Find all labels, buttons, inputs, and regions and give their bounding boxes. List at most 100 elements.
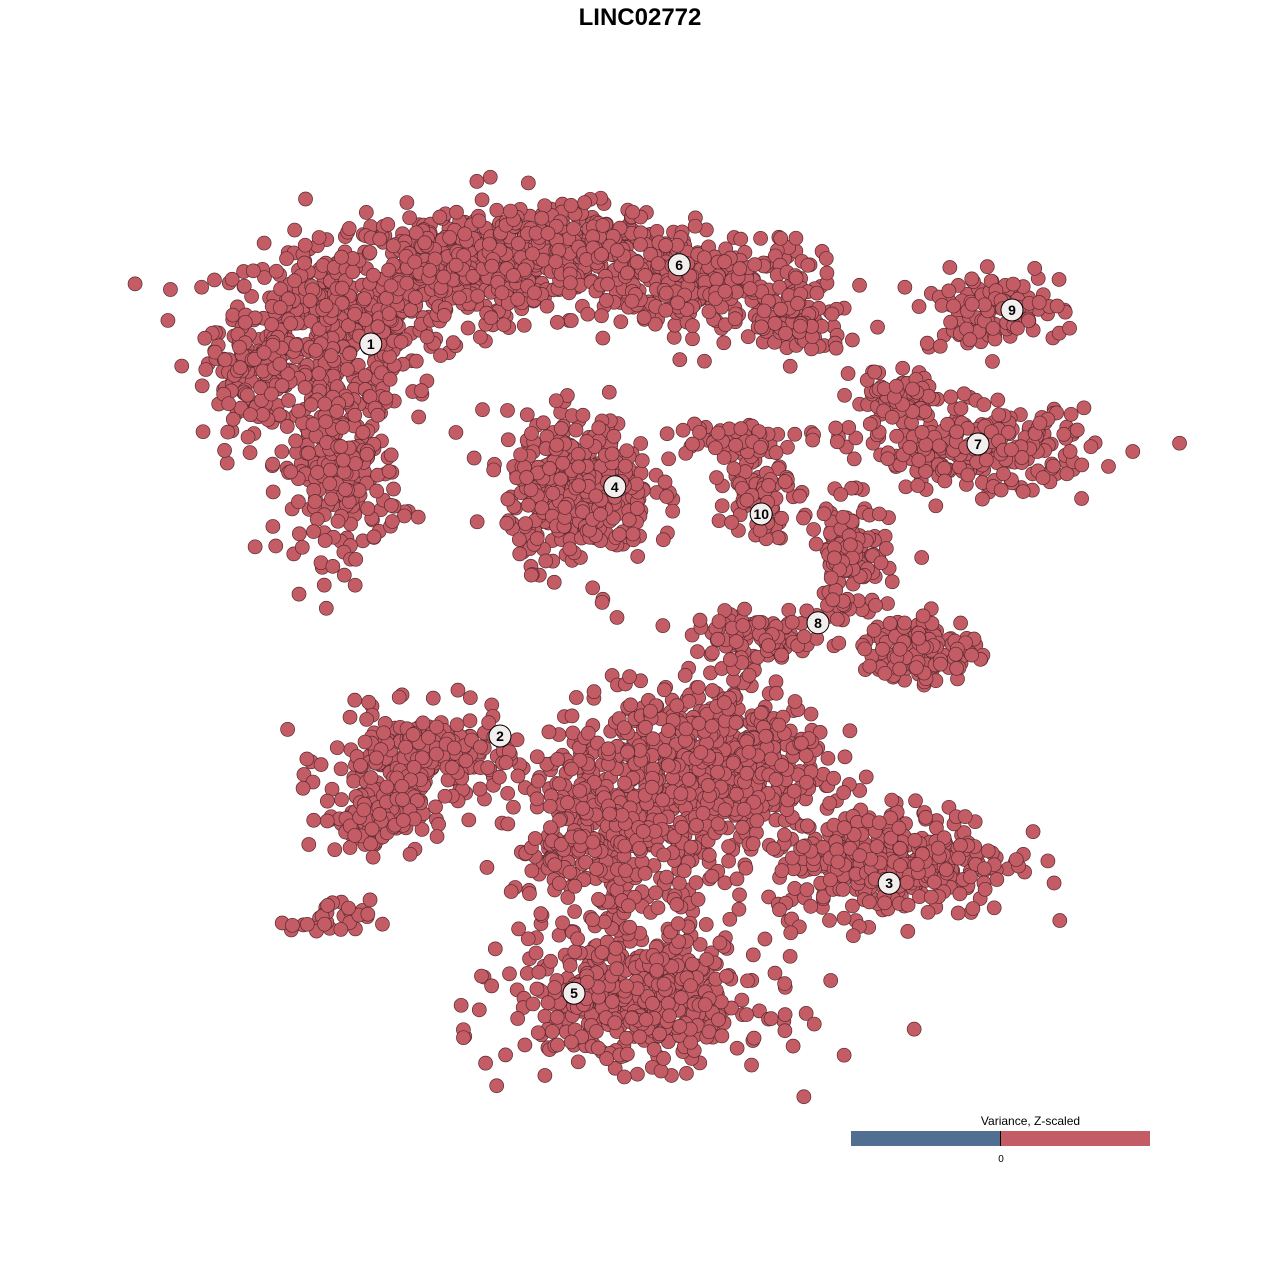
data-point xyxy=(656,682,672,698)
data-point xyxy=(549,1009,565,1025)
data-point xyxy=(473,739,488,755)
data-point xyxy=(943,389,959,405)
data-point xyxy=(489,1078,505,1094)
data-point xyxy=(845,928,861,944)
data-point xyxy=(317,916,332,932)
data-point xyxy=(950,905,966,921)
data-point xyxy=(777,1007,793,1022)
data-point xyxy=(622,919,638,935)
data-point xyxy=(527,831,543,846)
data-point xyxy=(536,415,551,431)
data-point xyxy=(782,358,798,374)
data-point xyxy=(542,798,558,814)
data-point xyxy=(923,889,939,905)
data-point xyxy=(795,839,811,854)
data-point xyxy=(931,438,947,454)
data-point xyxy=(777,827,792,843)
data-point xyxy=(520,175,536,191)
data-point xyxy=(334,280,350,296)
data-point xyxy=(458,753,474,769)
data-point xyxy=(721,853,736,869)
data-point xyxy=(445,335,461,350)
data-point xyxy=(609,961,625,977)
data-point xyxy=(704,718,720,734)
data-point xyxy=(624,1010,640,1026)
data-point xyxy=(949,424,964,440)
data-point xyxy=(884,792,900,808)
data-point xyxy=(240,387,255,403)
data-point xyxy=(442,230,458,245)
data-point xyxy=(429,746,444,762)
data-point xyxy=(772,902,787,918)
data-point xyxy=(545,485,561,501)
data-point xyxy=(498,1047,513,1063)
data-point xyxy=(709,272,725,287)
data-point xyxy=(621,898,636,914)
data-point xyxy=(325,559,341,574)
data-point xyxy=(717,254,732,269)
data-point xyxy=(498,755,514,770)
data-point xyxy=(557,500,573,515)
data-point xyxy=(474,968,489,984)
data-point xyxy=(469,174,485,189)
data-point xyxy=(380,217,396,232)
data-point xyxy=(339,362,355,377)
data-point xyxy=(272,356,288,372)
data-point xyxy=(824,306,840,322)
data-point xyxy=(739,765,755,781)
data-point xyxy=(539,298,555,314)
data-point xyxy=(704,868,720,884)
data-point xyxy=(608,941,624,956)
data-point xyxy=(243,407,258,423)
data-point xyxy=(174,358,190,374)
data-point xyxy=(288,337,304,353)
data-point xyxy=(523,567,539,583)
data-point xyxy=(977,881,993,897)
data-point xyxy=(483,310,499,326)
data-point xyxy=(310,465,325,480)
data-point xyxy=(256,345,272,361)
data-point xyxy=(818,251,834,266)
data-point xyxy=(638,1012,654,1027)
data-point xyxy=(649,963,665,978)
data-point xyxy=(379,290,394,306)
data-point xyxy=(160,313,176,328)
data-point xyxy=(794,735,809,751)
data-point xyxy=(803,899,819,914)
data-point xyxy=(900,924,916,939)
data-point xyxy=(247,539,263,555)
data-point xyxy=(963,869,978,885)
data-point xyxy=(309,511,325,527)
data-point xyxy=(666,330,682,345)
data-point xyxy=(669,698,685,714)
data-point xyxy=(244,289,259,304)
data-point xyxy=(297,380,313,395)
data-point xyxy=(323,348,339,364)
data-point xyxy=(745,947,761,963)
data-point xyxy=(591,891,606,907)
data-point xyxy=(480,760,496,775)
data-point xyxy=(329,740,345,756)
data-point xyxy=(588,488,604,504)
data-point xyxy=(585,580,601,596)
data-point xyxy=(687,218,703,234)
data-point xyxy=(510,291,526,307)
data-point xyxy=(658,285,674,301)
data-point xyxy=(225,411,241,427)
data-point xyxy=(829,842,845,858)
data-point xyxy=(269,263,284,279)
data-point xyxy=(391,689,407,705)
data-point xyxy=(446,740,462,756)
data-point xyxy=(767,316,783,331)
data-point xyxy=(336,567,352,583)
data-point xyxy=(362,892,378,908)
data-point xyxy=(469,514,485,530)
data-point xyxy=(500,403,515,418)
data-point xyxy=(678,721,694,737)
data-point xyxy=(677,668,693,683)
data-point xyxy=(265,484,281,500)
data-point xyxy=(324,491,339,507)
data-point xyxy=(833,487,849,502)
data-point xyxy=(360,906,376,922)
data-point xyxy=(524,426,539,441)
